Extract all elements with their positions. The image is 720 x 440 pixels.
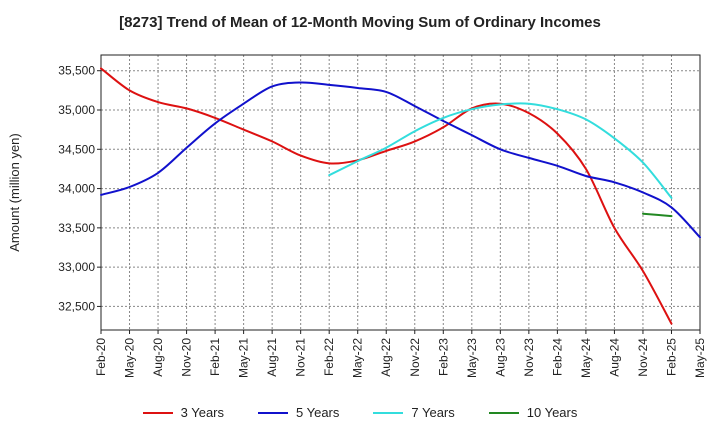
x-tick-label: Feb-24 (550, 338, 564, 376)
x-tick-label: Nov-21 (294, 338, 308, 377)
legend-item-5-years: 5 Years (258, 405, 339, 420)
grid (101, 55, 700, 330)
x-tick-label: Feb-25 (664, 338, 678, 376)
series-line-10-years (642, 212, 673, 218)
x-tick-label: Aug-23 (493, 338, 507, 377)
x-tick-label: Aug-22 (379, 338, 393, 377)
x-tick-label: Aug-20 (151, 338, 165, 377)
y-tick-label: 35,000 (58, 103, 95, 117)
legend-item-3-years: 3 Years (142, 405, 224, 420)
x-tick-label: May-21 (237, 338, 251, 378)
legend-label-7-years: 7 Years (411, 405, 455, 420)
y-tick-label: 35,500 (58, 64, 95, 78)
legend-item-7-years: 7 Years (373, 405, 455, 420)
x-tick-label: May-22 (351, 338, 365, 378)
legend-label-5-years: 5 Years (296, 405, 340, 420)
x-tick-label: May-24 (579, 338, 593, 378)
legend-swatch-3-years (142, 411, 173, 414)
y-tick-label: 34,000 (58, 182, 95, 196)
legend-item-10-years: 10 Years (488, 405, 578, 420)
legend-label-3-years: 3 Years (180, 405, 224, 420)
x-tick-label: Nov-23 (522, 338, 536, 377)
y-tick-label: 32,500 (58, 299, 95, 313)
series-line-7-years (328, 102, 673, 199)
x-tick-label: Feb-22 (322, 338, 336, 376)
series-lines (100, 67, 701, 325)
y-axis: 32,500 33,000 33,500 34,000 34,500 35,000 35,5… (58, 64, 101, 313)
x-tick-label: Aug-24 (607, 338, 621, 377)
chart-title: [8273] Trend of Mean of 12-Month Moving … (119, 14, 601, 31)
x-tick-label: Nov-24 (636, 338, 650, 377)
series-line-3-years (100, 67, 673, 325)
legend-swatch-5-years (258, 411, 288, 414)
x-tick-label: Nov-22 (408, 338, 422, 377)
series-line-5-years (100, 81, 701, 239)
y-tick-label: 34,500 (58, 142, 95, 156)
y-tick-label: 33,000 (58, 260, 95, 274)
legend-swatch-7-years (373, 411, 404, 414)
legend-swatch-10-years (488, 411, 519, 414)
plot-area-border (100, 54, 701, 331)
x-tick-label: May-20 (123, 338, 137, 378)
x-tick-label: May-23 (465, 338, 479, 378)
x-tick-label: May-25 (693, 338, 707, 378)
y-axis-title: Amount (million yen) (7, 133, 22, 252)
x-tick-label: Feb-23 (436, 338, 450, 376)
x-tick-label: Aug-21 (265, 338, 279, 377)
x-axis: Feb-20 May-20 Aug-20 Nov-20 Feb-21 May-21 Aug-… (94, 330, 707, 378)
legend-label-10-years: 10 Years (526, 405, 578, 420)
x-tick-label: Feb-20 (94, 338, 108, 376)
legend: 3 Years 5 Years 7 Years 10 Years (0, 405, 720, 420)
y-tick-label: 33,500 (58, 221, 95, 235)
x-tick-label: Feb-21 (208, 338, 222, 376)
x-tick-label: Nov-20 (180, 338, 194, 377)
